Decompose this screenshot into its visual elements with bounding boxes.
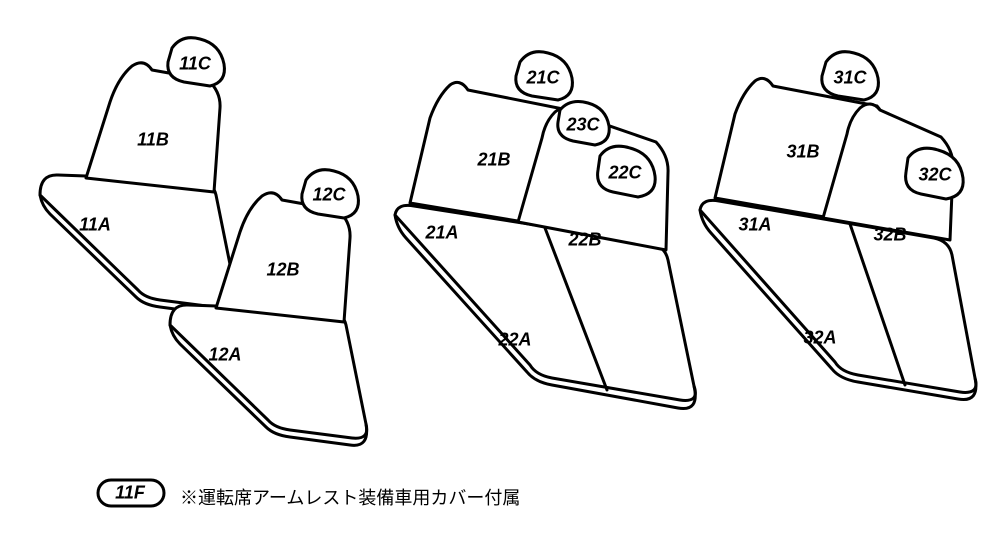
seat-part-12A xyxy=(170,305,367,438)
seat-part-11A xyxy=(40,175,237,308)
seat-part-21C xyxy=(516,52,573,100)
seat-part-12C xyxy=(302,170,359,218)
seat-part-11C xyxy=(168,38,225,86)
footnote-text: ※運転席アームレスト装備車用カバー付属 xyxy=(180,484,520,510)
seat-part-11F xyxy=(98,480,164,506)
seat-part-31C xyxy=(822,52,879,100)
seat-diagram xyxy=(0,0,1000,539)
seat-part-32C xyxy=(906,148,964,199)
seat-part-23C xyxy=(558,102,609,145)
